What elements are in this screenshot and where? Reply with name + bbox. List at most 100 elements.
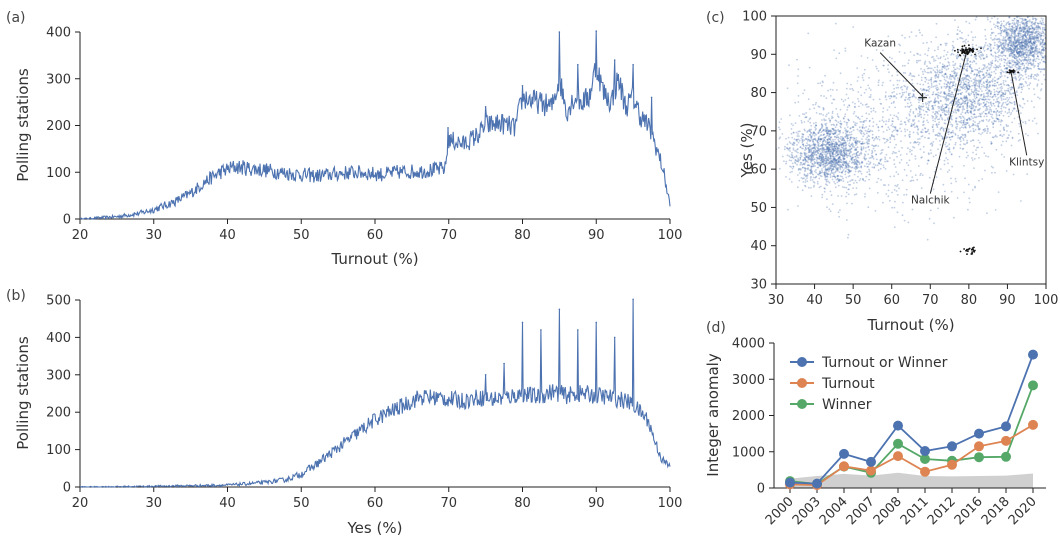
chart-c-point bbox=[807, 120, 810, 122]
chart-c-point bbox=[916, 52, 918, 55]
chart-c-point bbox=[804, 170, 806, 173]
chart-c-point bbox=[832, 147, 835, 150]
chart-c-point bbox=[797, 141, 800, 144]
chart-c-point bbox=[847, 97, 850, 100]
chart-c-point bbox=[861, 138, 863, 141]
chart-c-point bbox=[896, 83, 899, 86]
chart-c-point bbox=[819, 174, 822, 177]
chart-c-point bbox=[857, 161, 859, 163]
chart-c-point bbox=[950, 123, 952, 126]
chart-c-point bbox=[973, 145, 975, 147]
chart-c-point bbox=[829, 167, 832, 170]
chart-c-point bbox=[913, 54, 915, 57]
chart-c-point bbox=[806, 177, 808, 180]
chart-c-point bbox=[1016, 23, 1019, 26]
chart-c-point bbox=[898, 92, 901, 95]
chart-c-point bbox=[828, 143, 831, 146]
chart-c-point bbox=[1000, 89, 1003, 91]
chart-c-point bbox=[961, 87, 964, 90]
chart-c-point bbox=[845, 134, 848, 137]
chart-c-point bbox=[1034, 64, 1036, 67]
chart-b-spike-point bbox=[595, 321, 598, 324]
chart-c-point bbox=[948, 90, 950, 92]
chart-c-point bbox=[884, 184, 886, 187]
chart-c-point bbox=[1011, 35, 1013, 38]
chart-c-point bbox=[990, 109, 993, 111]
chart-c-point bbox=[1021, 88, 1023, 91]
chart-c-point bbox=[855, 162, 858, 165]
chart-c-point bbox=[854, 158, 856, 161]
chart-c-point bbox=[817, 152, 820, 155]
chart-c-point bbox=[827, 150, 830, 153]
chart-c-point bbox=[986, 88, 989, 90]
chart-c-point bbox=[1028, 87, 1030, 90]
chart-c-point bbox=[1024, 28, 1026, 31]
chart-c-point bbox=[872, 147, 875, 150]
chart-c-point bbox=[954, 68, 957, 71]
chart-c-point bbox=[853, 163, 856, 165]
chart-c-point bbox=[820, 138, 823, 141]
chart-c-point bbox=[845, 152, 848, 155]
chart-c-point bbox=[823, 150, 826, 153]
chart-c-point bbox=[996, 38, 999, 40]
chart-c-point bbox=[920, 68, 922, 70]
chart-c-point bbox=[841, 166, 843, 168]
chart-c-point bbox=[817, 144, 819, 146]
chart-c-point bbox=[904, 130, 907, 133]
chart-c-point bbox=[800, 161, 803, 164]
chart-c-point bbox=[826, 146, 828, 149]
chart-c-point bbox=[980, 85, 983, 88]
chart-c-point bbox=[942, 127, 945, 130]
chart-c-point bbox=[960, 93, 962, 96]
chart-c-point bbox=[917, 59, 920, 62]
chart-c-point bbox=[887, 184, 890, 186]
chart-c-point bbox=[1022, 30, 1025, 33]
chart-c-point bbox=[938, 107, 940, 110]
chart-c-point bbox=[839, 158, 841, 161]
chart-c-point bbox=[955, 127, 958, 130]
chart-c-point bbox=[832, 165, 835, 168]
chart-c-point bbox=[802, 136, 804, 139]
chart-c-point bbox=[817, 157, 820, 160]
chart-c-point bbox=[939, 133, 941, 136]
chart-c-point bbox=[819, 137, 822, 140]
chart-c-point bbox=[934, 93, 937, 96]
chart-c-point bbox=[1004, 111, 1007, 113]
chart-c-point bbox=[799, 167, 802, 170]
chart-c-point bbox=[967, 208, 969, 211]
chart-c-point bbox=[826, 147, 829, 150]
chart-a-spike-point bbox=[484, 106, 487, 108]
chart-c-point bbox=[952, 53, 955, 56]
chart-c-point bbox=[979, 97, 981, 100]
chart-c-point bbox=[817, 138, 820, 140]
chart-c-point bbox=[931, 105, 933, 108]
chart-c-point bbox=[937, 135, 939, 137]
chart-c-point bbox=[812, 134, 814, 136]
chart-c-point bbox=[983, 130, 986, 133]
chart-c-point bbox=[983, 65, 986, 68]
chart-c-point bbox=[975, 62, 978, 65]
chart-c-point bbox=[851, 156, 854, 159]
chart-c-point bbox=[802, 159, 805, 162]
chart-c-point bbox=[909, 110, 912, 113]
chart-c-point bbox=[977, 52, 980, 55]
chart-c-point bbox=[948, 147, 951, 149]
chart-c-point bbox=[796, 144, 798, 146]
chart-c-point bbox=[1043, 26, 1046, 29]
chart-c-point bbox=[866, 106, 868, 108]
chart-c-point bbox=[814, 148, 817, 151]
chart-c-point bbox=[1033, 36, 1036, 39]
chart-c-point bbox=[1043, 43, 1046, 45]
chart-c-point bbox=[844, 135, 847, 138]
chart-c-point bbox=[972, 117, 974, 120]
chart-c-point bbox=[986, 78, 989, 81]
chart-c-point bbox=[986, 115, 988, 118]
chart-c-point bbox=[1028, 56, 1030, 59]
chart-c-point bbox=[923, 68, 926, 71]
chart-c-point bbox=[848, 165, 850, 168]
chart-c-point bbox=[820, 94, 822, 97]
chart-c-point bbox=[829, 157, 832, 160]
chart-c-point bbox=[915, 35, 918, 37]
chart-c-point bbox=[998, 111, 1000, 114]
chart-c-point bbox=[842, 141, 845, 144]
